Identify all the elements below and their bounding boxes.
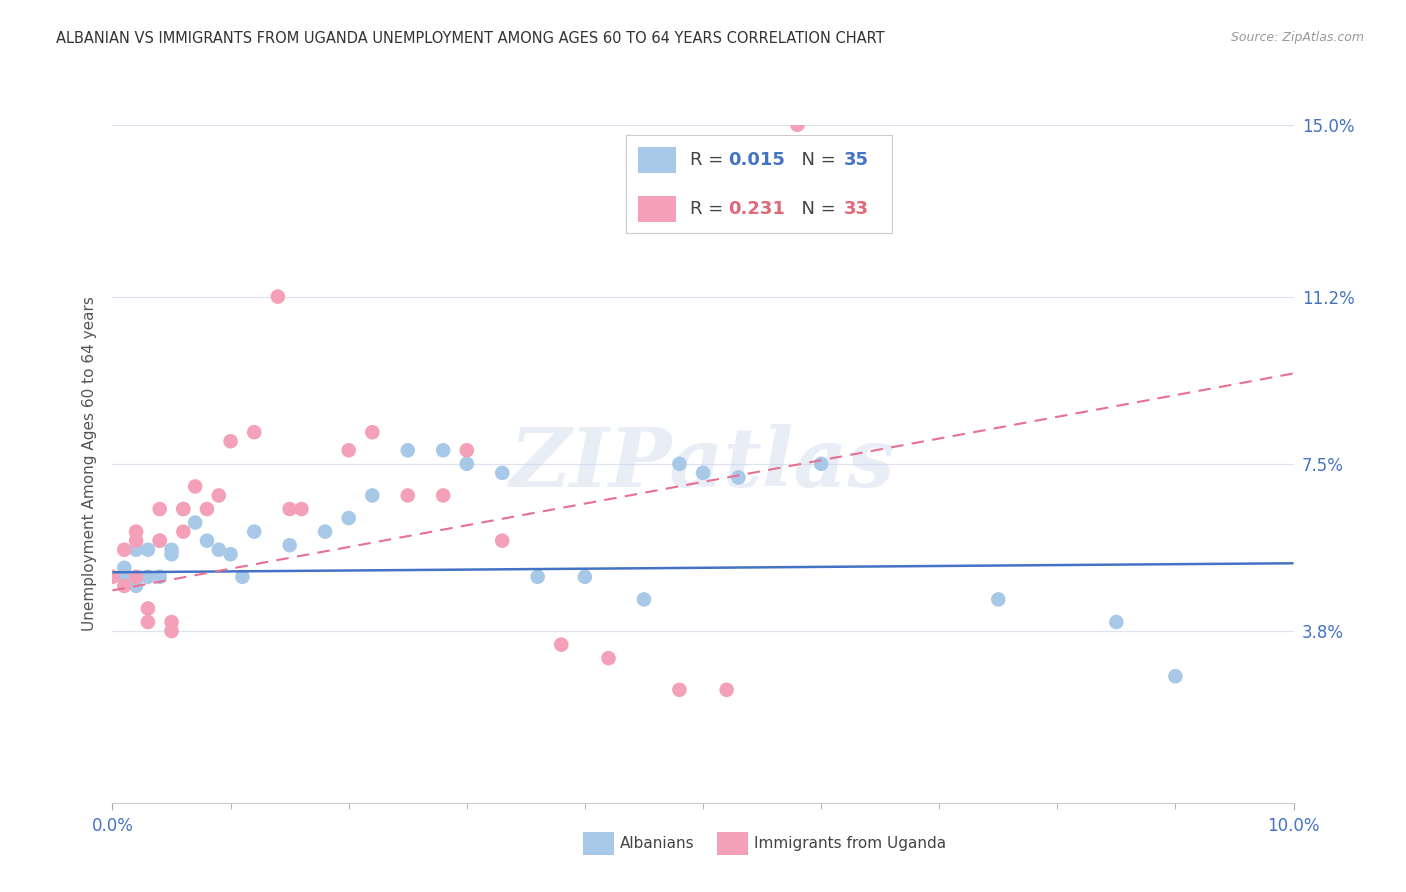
Point <box>172 524 194 539</box>
Point <box>125 524 148 539</box>
Point <box>208 542 231 557</box>
Point <box>267 290 290 304</box>
Point <box>125 533 148 548</box>
Bar <box>638 147 676 172</box>
Point <box>1164 669 1187 683</box>
Point <box>112 561 135 575</box>
Y-axis label: Unemployment Among Ages 60 to 64 years: Unemployment Among Ages 60 to 64 years <box>82 296 97 632</box>
Point <box>278 502 301 516</box>
Point <box>337 443 360 458</box>
Text: R =: R = <box>690 151 728 169</box>
Point <box>160 542 183 557</box>
Point <box>125 579 148 593</box>
Point <box>243 524 266 539</box>
Point <box>219 434 242 449</box>
Point <box>278 538 301 552</box>
Point <box>101 570 124 584</box>
Text: Source: ZipAtlas.com: Source: ZipAtlas.com <box>1230 31 1364 45</box>
Point <box>219 547 242 561</box>
Text: N =: N = <box>790 200 842 218</box>
Point <box>149 533 172 548</box>
Point <box>314 524 336 539</box>
Text: 33: 33 <box>844 200 869 218</box>
Point <box>243 425 266 440</box>
Point <box>550 638 572 652</box>
Point <box>184 479 207 493</box>
Point <box>160 547 183 561</box>
Point <box>136 570 159 584</box>
Point <box>160 624 183 638</box>
Point <box>396 443 419 458</box>
Point <box>574 570 596 584</box>
Point <box>112 542 135 557</box>
Point <box>361 488 384 502</box>
Text: R =: R = <box>690 200 728 218</box>
Point <box>456 457 478 471</box>
Point <box>149 502 172 516</box>
Point <box>160 615 183 629</box>
Point <box>208 488 231 502</box>
Point <box>149 570 172 584</box>
Point <box>432 488 454 502</box>
Point <box>195 533 218 548</box>
Point <box>136 542 159 557</box>
Point <box>149 533 172 548</box>
Point <box>432 443 454 458</box>
Point <box>1105 615 1128 629</box>
Point <box>337 511 360 525</box>
Point <box>136 615 159 629</box>
Point <box>195 502 218 516</box>
Point <box>668 457 690 471</box>
Point <box>598 651 620 665</box>
Point <box>136 601 159 615</box>
Point <box>526 570 548 584</box>
FancyBboxPatch shape <box>626 135 891 234</box>
Point <box>112 570 135 584</box>
Point <box>290 502 312 516</box>
Point <box>810 457 832 471</box>
Point <box>727 470 749 484</box>
Point <box>172 502 194 516</box>
Point <box>491 533 513 548</box>
Point <box>231 570 253 584</box>
Text: Immigrants from Uganda: Immigrants from Uganda <box>754 837 946 851</box>
Point <box>396 488 419 502</box>
Text: ALBANIAN VS IMMIGRANTS FROM UGANDA UNEMPLOYMENT AMONG AGES 60 TO 64 YEARS CORREL: ALBANIAN VS IMMIGRANTS FROM UGANDA UNEMP… <box>56 31 884 46</box>
Point <box>491 466 513 480</box>
Point <box>172 502 194 516</box>
Point <box>786 118 808 132</box>
Text: N =: N = <box>790 151 842 169</box>
Point <box>125 542 148 557</box>
Text: 0.231: 0.231 <box>728 200 785 218</box>
Text: ZIPatlas: ZIPatlas <box>510 424 896 504</box>
Point <box>184 516 207 530</box>
Point <box>361 425 384 440</box>
Point <box>125 570 148 584</box>
Point <box>668 682 690 697</box>
Text: Albanians: Albanians <box>620 837 695 851</box>
Point <box>987 592 1010 607</box>
Point <box>716 682 738 697</box>
Point <box>633 592 655 607</box>
Point <box>456 443 478 458</box>
Point <box>112 579 135 593</box>
Text: 35: 35 <box>844 151 869 169</box>
Point <box>692 466 714 480</box>
Text: 0.015: 0.015 <box>728 151 785 169</box>
Bar <box>638 196 676 221</box>
